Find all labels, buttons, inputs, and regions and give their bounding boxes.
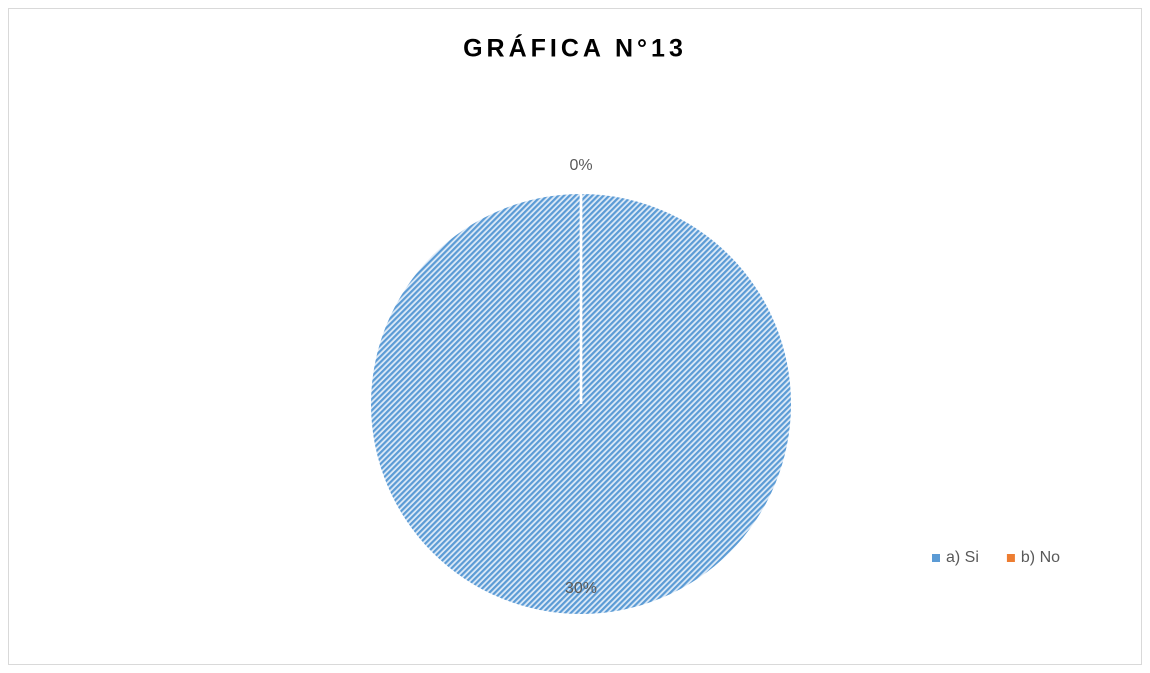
data-label: 0% (569, 157, 592, 174)
legend-swatch (932, 554, 940, 562)
legend-label: b) No (1021, 549, 1060, 566)
legend-label: a) Si (946, 549, 979, 566)
chart-title: GRÁFICA N°13 (463, 34, 687, 63)
data-label: 30% (565, 580, 597, 597)
legend-swatch (1006, 554, 1015, 562)
